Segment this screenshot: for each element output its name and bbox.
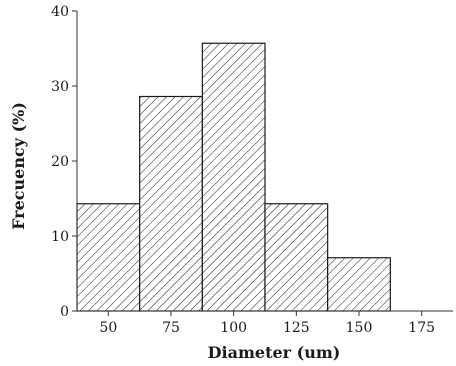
y-ticks-group: 0 10 20 30 40 xyxy=(51,4,77,320)
x-tick-label-50: 50 xyxy=(99,320,117,336)
x-tick-label-175: 175 xyxy=(408,320,435,336)
y-tick-label-40: 40 xyxy=(51,4,69,20)
y-axis-title: Frecuency (%) xyxy=(9,102,28,230)
bar-75 xyxy=(139,95,203,312)
bar-150 xyxy=(327,257,391,312)
y-tick-label-10: 10 xyxy=(51,229,69,245)
y-tick-label-0: 0 xyxy=(60,304,69,320)
x-tick-label-75: 75 xyxy=(162,320,180,336)
x-axis-title: Diameter (um) xyxy=(208,343,341,362)
y-tick-label-30: 30 xyxy=(51,79,69,95)
bar-50 xyxy=(76,203,141,312)
x-ticks-group: 50 75 100 125 150 175 xyxy=(99,311,435,336)
x-tick-label-125: 125 xyxy=(283,320,310,336)
bar-100 xyxy=(201,42,266,312)
x-tick-label-150: 150 xyxy=(346,320,373,336)
y-tick-label-20: 20 xyxy=(51,154,69,170)
x-tick-label-100: 100 xyxy=(220,320,247,336)
bars-group xyxy=(76,42,391,312)
bar-125 xyxy=(264,203,329,312)
